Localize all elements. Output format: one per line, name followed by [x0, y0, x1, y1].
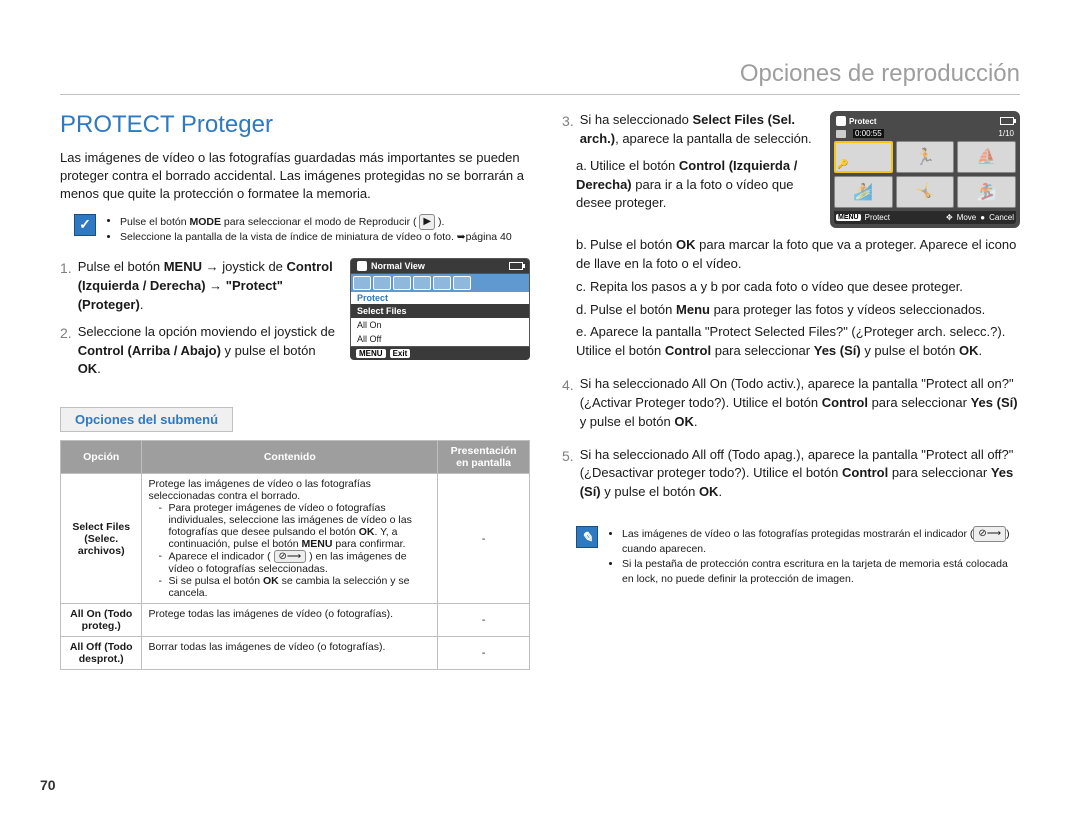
step-num-2: 2. [60, 323, 72, 380]
scr-title: Normal View [371, 261, 425, 271]
scr-foot-exit: Exit [390, 349, 411, 358]
s3d: Pulse el botón Menu para proteger las fo… [590, 302, 985, 317]
s3c: Repita los pasos a y b por cada foto o v… [590, 279, 963, 294]
s4-text: Si ha seleccionado All On (Todo activ.),… [580, 375, 1020, 432]
s1-menu: MENU [164, 259, 202, 274]
td-body-1: Protege las imágenes de vídeo o las foto… [142, 474, 438, 604]
scr-item: All On [351, 318, 529, 332]
page-number: 70 [40, 777, 56, 793]
s5-text: Si ha seleccionado All off (Todo apag.),… [580, 446, 1020, 503]
info-icon: ✎ [576, 526, 598, 548]
step-1: 1. Pulse el botón MENU → joystick de Con… [60, 258, 340, 315]
scr-foot-menu: MENU [356, 349, 386, 358]
scr-tab [393, 276, 411, 290]
step-4: 4. Si ha seleccionado All On (Todo activ… [562, 375, 1020, 432]
s2-text: Seleccione la opción moviendo el joystic… [78, 323, 340, 380]
td-opt-1: Select Files (Selec. archivos) [61, 474, 142, 604]
r1-li1: Para proteger imágenes de vídeo o fotogr… [158, 502, 431, 550]
s1-arrow: → joystick de [202, 259, 287, 274]
th-option: Opción [61, 441, 142, 474]
scr-tab [413, 276, 431, 290]
card-icon [836, 130, 846, 138]
step-num-1: 1. [60, 258, 72, 315]
lock-icon: 🔑 [837, 159, 848, 170]
check-icon: ✓ [74, 214, 96, 236]
thumb: 🏄 [834, 176, 893, 208]
thumb-selected: 🔑 [834, 141, 893, 173]
menu-screenshot: Normal View Protect Select Files All On … [350, 258, 530, 360]
scr-tab [353, 276, 371, 290]
td-disp-2: - [438, 604, 530, 637]
note-box-1: ✓ Pulse el botón MODE para seleccionar e… [74, 214, 530, 245]
thumb: ⛵ [957, 141, 1016, 173]
thumb: 🏂 [957, 176, 1016, 208]
camera-icon [836, 116, 846, 126]
td-opt-3: All Off (Todo desprot.) [61, 637, 142, 670]
scr-tab [373, 276, 391, 290]
s1-pre: Pulse el botón [78, 259, 164, 274]
s3a: Utilice el botón Control (Izquierda / De… [576, 158, 797, 211]
substep-b: b.Pulse el botón OK para marcar la foto … [562, 236, 1020, 274]
td-body-3: Borrar todas las imágenes de vídeo (o fo… [142, 637, 438, 670]
scr-foot-cancel: Cancel [989, 213, 1014, 222]
th-content: Contenido [142, 441, 438, 474]
section-heading: PROTECT Proteger [60, 111, 530, 139]
r1-li2: Aparece el indicador ( ⊘⟶ ) en las imáge… [158, 550, 431, 575]
note2-item-1: Si la pestaña de protección contra escri… [622, 557, 1020, 586]
step-5: 5. Si ha seleccionado All off (Todo apag… [562, 446, 1020, 503]
scr-duration: 0:00:55 [853, 129, 884, 138]
scr-item-selected: Select Files [351, 304, 529, 318]
r1-li3: Si se pulsa el botón OK se cambia la sel… [158, 575, 431, 599]
scr-tab [453, 276, 471, 290]
note1-item-1: Seleccione la pantalla de la vista de ín… [120, 230, 512, 245]
td-disp-3: - [438, 637, 530, 670]
step-num-5: 5. [562, 446, 574, 503]
td-disp-1: - [438, 474, 530, 604]
th-display: Presentación en pantalla [438, 441, 530, 474]
scr-highlight: Protect [350, 292, 530, 304]
battery-icon [1000, 117, 1014, 125]
step-num-3: 3. [562, 111, 574, 149]
thumb: 🤸 [896, 176, 955, 208]
r1-body: Protege las imágenes de vídeo o las foto… [148, 478, 370, 502]
options-table: Opción Contenido Presentación en pantall… [60, 440, 530, 670]
intro-text: Las imágenes de vídeo o las fotografías … [60, 149, 530, 204]
note-box-2: ✎ Las imágenes de vídeo o las fotografía… [576, 526, 1020, 586]
s3-head: Si ha seleccionado Select Files (Sel. ar… [580, 111, 820, 149]
s3e: Aparece la pantalla "Protect Selected Fi… [576, 324, 1005, 358]
td-opt-2: All On (Todo proteg.) [61, 604, 142, 637]
substep-d: d.Pulse el botón Menu para proteger las … [562, 301, 1020, 320]
s3b: Pulse el botón OK para marcar la foto qu… [576, 237, 1016, 271]
camera-icon [357, 261, 367, 271]
scr-item: All Off [351, 332, 529, 346]
scr-counter: 1/10 [998, 129, 1014, 138]
substep-e: e.Aparece la pantalla "Protect Selected … [562, 323, 1020, 361]
note2-item-0: Las imágenes de vídeo o las fotografías … [622, 526, 1020, 557]
note1-item-0: Pulse el botón MODE para seleccionar el … [120, 214, 512, 230]
step-num-4: 4. [562, 375, 574, 432]
step-2: 2. Seleccione la opción moviendo el joys… [60, 323, 340, 380]
substep-c: c.Repita los pasos a y b por cada foto o… [562, 278, 1020, 297]
scr-foot-protect: Protect [865, 213, 890, 222]
scr-tab [433, 276, 451, 290]
scr2-title: Protect [849, 117, 877, 126]
substep-a: a.Utilice el botón Control (Izquierda / … [562, 157, 820, 214]
scr-foot-move: Move [957, 213, 977, 222]
battery-icon [509, 262, 523, 270]
s1-dot: . [140, 297, 144, 312]
step-3: 3. Si ha seleccionado Select Files (Sel.… [562, 111, 820, 149]
s1-arrow2: → [206, 278, 226, 293]
thumbnail-screenshot: Protect 0:00:55 1/10 🔑 🏃 ⛵ 🏄 🤸 🏂 [830, 111, 1020, 228]
chapter-title: Opciones de reproducción [60, 60, 1020, 95]
td-body-2: Protege todas las imágenes de vídeo (o f… [142, 604, 438, 637]
scr-foot-menu: MENU [836, 214, 861, 221]
thumb: 🏃 [896, 141, 955, 173]
subheading: Opciones del submenú [60, 407, 233, 432]
